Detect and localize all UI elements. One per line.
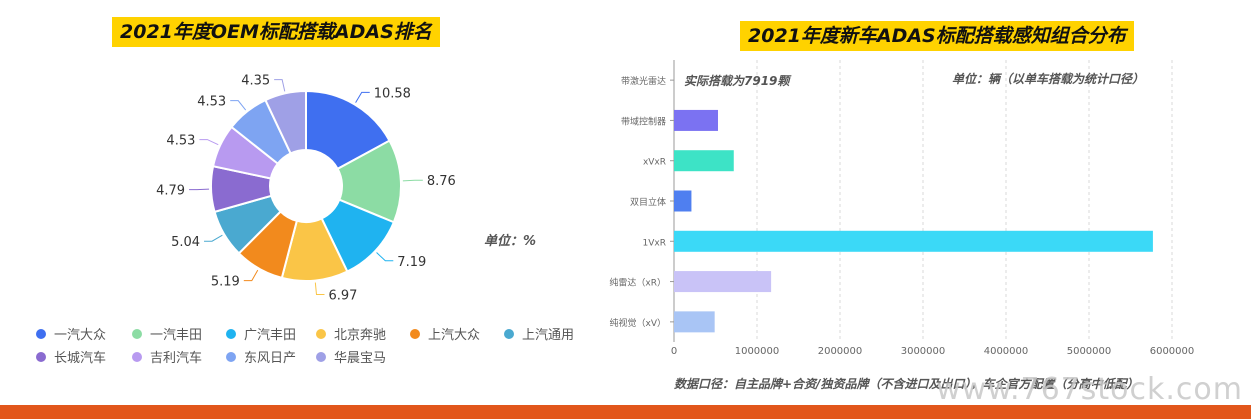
legend-label: 东风日产 (244, 351, 297, 366)
legend-item: 东风日产 (226, 347, 296, 366)
legend-item: 上汽大众 (410, 324, 480, 343)
bar (674, 271, 772, 293)
bar-chart-title: 2021年度新车ADAS标配搭载感知组合分布 (740, 21, 1134, 51)
bar (674, 190, 692, 212)
legend-label: 华晨宝马 (334, 351, 387, 366)
y-category-label: 带激光雷达 (621, 75, 666, 87)
y-category-label: 纯雷达（xR） (609, 277, 666, 289)
legend-label: 北京奔驰 (334, 328, 387, 343)
donut-value-label: 4.53 (197, 95, 226, 110)
legend-label: 上汽通用 (522, 328, 575, 343)
bar-unit-label: 单位：辆（以单车搭载为统计口径） (952, 72, 1145, 86)
donut-value-label: 5.04 (171, 235, 200, 250)
donut-leader-line (402, 179, 423, 182)
legend-label: 广汽丰田 (244, 328, 297, 343)
legend-label: 长城汽车 (54, 351, 107, 366)
donut-value-label: 4.79 (156, 184, 185, 199)
donut-slice (305, 89, 391, 171)
x-tick-label: 2000000 (818, 346, 863, 357)
legend-swatch (36, 328, 46, 339)
bar (674, 150, 734, 172)
donut-leader-line (230, 100, 247, 111)
donut-leader-line (376, 252, 394, 262)
legend-item: 广汽丰田 (226, 324, 296, 343)
donut-leader-line (243, 269, 259, 282)
donut-value-label: 6.97 (328, 288, 357, 303)
x-tick-label: 0 (671, 346, 677, 357)
donut-leader-line (199, 139, 219, 146)
legend-item: 北京奔驰 (316, 324, 386, 343)
legend-item: 华晨宝马 (316, 347, 386, 366)
donut-leader-line (314, 282, 325, 295)
legend-label: 上汽大众 (428, 328, 481, 343)
legend-swatch (410, 328, 420, 339)
x-tick-label: 6000000 (1150, 346, 1195, 357)
bar-annotation: 实际搭载为7919颗 (684, 74, 790, 88)
legend-swatch (316, 328, 326, 339)
legend-item: 一汽丰田 (132, 324, 202, 343)
legend-swatch (226, 328, 236, 339)
legend-swatch (226, 351, 236, 362)
legend-item: 长城汽车 (36, 347, 106, 366)
donut-chart: 10.58 8.76 7.19 6.97 5.19 5.04 4.79 4.53 4.53 4.3… (156, 74, 456, 304)
legend-label: 一汽丰田 (150, 328, 203, 343)
x-tick-label: 1000000 (735, 346, 780, 357)
legend-swatch (132, 328, 142, 339)
legend-item: 一汽大众 (36, 324, 106, 343)
x-tick-label: 5000000 (1067, 346, 1112, 357)
watermark: www.767stock.com (936, 372, 1243, 407)
legend-item: 上汽通用 (504, 324, 574, 343)
y-category-label: 纯视觉（xV） (610, 317, 666, 329)
donut-unit-label: 单位：% (484, 234, 537, 249)
legend-swatch (36, 351, 46, 362)
y-category-label: 双目立体 (630, 196, 666, 208)
donut-slice (264, 89, 307, 155)
y-category-label: 带域控制器 (621, 115, 666, 127)
donut-chart-title: 2021年度OEM标配搭载ADAS排名 (112, 17, 440, 47)
y-category-label: xVxR (643, 158, 666, 168)
bar (674, 230, 1153, 252)
bottom-accent-band (0, 405, 1251, 419)
x-tick-label: 4000000 (984, 346, 1029, 357)
legend-label: 吉利汽车 (150, 351, 203, 366)
bar (674, 109, 718, 131)
donut-value-label: 10.58 (374, 86, 411, 101)
donut-value-label: 4.35 (241, 74, 270, 89)
donut-value-label: 5.19 (211, 275, 240, 290)
donut-leader-line (355, 91, 370, 103)
donut-value-label: 4.53 (166, 134, 195, 149)
donut-leader-line (204, 234, 223, 242)
legend-swatch (316, 351, 326, 362)
legend-swatch (504, 328, 514, 339)
legend-label: 一汽大众 (54, 328, 107, 343)
x-tick-label: 3000000 (901, 346, 946, 357)
bar (674, 311, 715, 333)
donut-leader-line (274, 79, 286, 92)
bar-footnote: 数据口径：自主品牌+合资/独资品牌（不含进口及出口），车企官方配置（分高中低配） (674, 377, 1139, 391)
legend-swatch (132, 351, 142, 362)
legend-item: 吉利汽车 (132, 347, 202, 366)
donut-value-label: 7.19 (397, 255, 426, 270)
donut-value-label: 8.76 (427, 174, 456, 189)
y-category-label: 1VxR (643, 238, 666, 248)
